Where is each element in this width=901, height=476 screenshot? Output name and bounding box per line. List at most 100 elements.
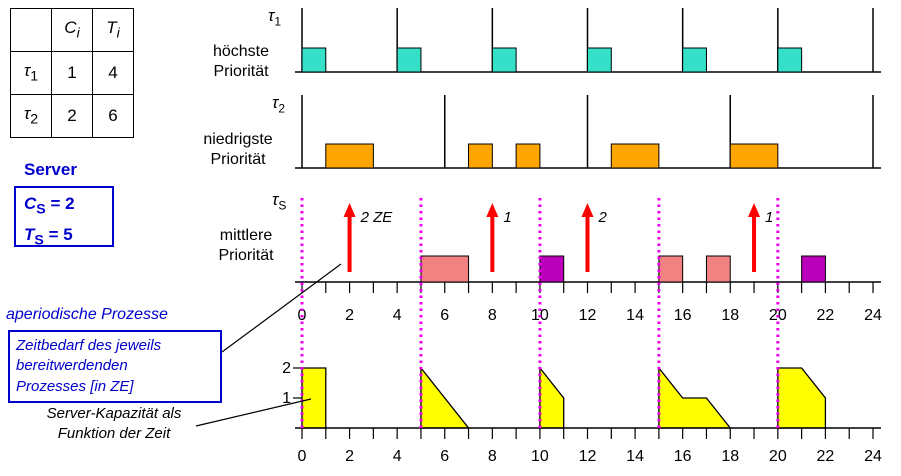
tauS-prio-line2: Priorität	[218, 247, 274, 264]
zeitbedarf-connector-line	[221, 263, 342, 353]
tau1-c-value: 1	[51, 51, 93, 95]
mid-axis-label: 4	[393, 307, 402, 324]
tau1-execution-block	[587, 47, 612, 73]
tau2-base: τ	[23, 104, 31, 124]
server-capacity-shape	[539, 366, 565, 429]
tauS-sym-sub: S	[278, 198, 287, 213]
ts-value: = 5	[43, 225, 73, 245]
ts-base: T	[24, 225, 35, 245]
tau2-execution-block	[610, 143, 660, 169]
ci-sub: i	[76, 25, 80, 42]
ti-base: T	[106, 18, 117, 38]
table-corner-cell	[10, 8, 52, 52]
tau2-c-value: 2	[51, 94, 93, 138]
server-capacity-shape	[420, 366, 470, 429]
tau2-sym-sub: 2	[278, 101, 286, 116]
server-execution-block	[658, 255, 684, 283]
bottom-axis-label: 4	[393, 448, 402, 465]
bottom-axis-label: 18	[721, 448, 739, 465]
table-header-ti: Ti	[92, 8, 134, 52]
mid-axis-label: 22	[817, 307, 835, 324]
tau2-prio-line1: niedrigste	[203, 131, 273, 148]
server-capacity-shape	[301, 367, 327, 429]
tau2-execution-block	[515, 143, 541, 169]
tau2-execution-block	[325, 143, 374, 169]
tau2-priority-label: niedrigste Priorität	[188, 130, 288, 170]
server-capacity-shape	[658, 366, 732, 429]
tau1-execution-block	[396, 47, 422, 73]
bottom-axis-label: 16	[674, 448, 692, 465]
tau2-t-value: 6	[92, 94, 134, 138]
bottom-axis-label: 8	[488, 448, 497, 465]
bottom-axis-label: 14	[626, 448, 644, 465]
server-row-symbol: τS	[272, 190, 286, 212]
ts-sub: S	[34, 232, 44, 249]
aperiodic-arrival-label: 2	[598, 209, 608, 226]
server-priority-label: mittlere Priorität	[200, 226, 292, 266]
server-execution-block	[801, 255, 826, 283]
tau1-row-symbol: τ1	[268, 6, 281, 28]
server-title: Server	[24, 160, 77, 179]
aperiodic-arrival-label: 2 ZE	[360, 209, 394, 226]
tau2-prio-line2: Priorität	[210, 151, 266, 168]
capacity-caption: Server-Kapazität als Funktion der Zeit	[28, 404, 200, 443]
capacity-level-label: 2	[282, 360, 291, 377]
aperiodic-arrival-label: 1	[765, 209, 773, 226]
server-capacity-line: CS = 2	[24, 191, 112, 222]
server-execution-block	[705, 255, 731, 283]
tau2-sym-base: τ	[272, 93, 279, 112]
aperiodic-arrival-arrowhead	[486, 203, 499, 217]
tau1-sym-sub: 1	[274, 14, 282, 29]
tauS-prio-line1: mittlere	[219, 227, 273, 244]
zeitbedarf-line1: Zeitbedarf des jeweils	[16, 337, 162, 354]
capacity-level-label: 1	[282, 390, 291, 407]
cs-base: C	[24, 194, 37, 213]
mid-axis-label: 18	[721, 307, 739, 324]
mid-axis-label: 16	[674, 307, 692, 324]
tau2-row-symbol: τ2	[272, 93, 285, 115]
server-params-box: CS = 2 TS = 5	[14, 186, 114, 249]
task-parameters-table: Ci Ti τ1 1 4 τ2 2 6	[10, 8, 134, 138]
server-capacity-shape	[777, 367, 827, 429]
table-row-tau2: τ2 2 6	[10, 94, 134, 138]
capacity-connector-line	[195, 398, 312, 427]
tau1-prio-line2: Priorität	[213, 63, 269, 80]
aperiodic-arrival-arrowhead	[748, 203, 761, 217]
cs-sub: S	[36, 201, 46, 218]
bottom-axis-label: 0	[298, 448, 307, 465]
server-execution-block	[539, 255, 565, 283]
tau2-execution-block	[729, 143, 779, 169]
bottom-axis-label: 24	[864, 448, 882, 465]
bottom-axis-label: 12	[579, 448, 597, 465]
tau1-execution-block	[491, 47, 517, 73]
bottom-axis-label: 20	[769, 448, 787, 465]
table-row-tau1: τ1 1 4	[10, 51, 134, 95]
tau1-sym-base: τ	[268, 6, 275, 25]
cs-value: = 2	[45, 194, 75, 213]
tau1-base: τ	[23, 61, 31, 81]
capacity-caption-line2: Funktion der Zeit	[57, 424, 171, 442]
tau1-sub: 1	[30, 68, 39, 85]
mid-axis-label: 2	[345, 307, 354, 324]
aperiodic-processes-label: aperiodische Prozesse	[6, 306, 168, 323]
tau1-priority-label: höchste Priorität	[194, 42, 288, 82]
tau1-execution-block	[682, 47, 707, 73]
bottom-axis-label: 10	[531, 448, 549, 465]
server-execution-block	[420, 255, 470, 283]
zeitbedarf-line3: Prozesses [in ZE]	[16, 377, 134, 395]
server-period-line: TS = 5	[24, 222, 112, 253]
capacity-caption-line1: Server-Kapazität als	[46, 405, 182, 422]
mid-axis-label: 14	[626, 307, 644, 324]
aperiodic-arrival-arrowhead	[343, 203, 356, 217]
ci-base: C	[64, 18, 77, 38]
tau1-execution-block	[301, 47, 327, 73]
tau2-sub: 2	[30, 111, 39, 128]
aperiodic-arrival-label: 1	[503, 209, 511, 226]
zeitbedarf-box: Zeitbedarf des jeweils bereitwerdenden P…	[8, 330, 222, 403]
tau1-prio-line1: höchste	[212, 43, 270, 60]
mid-axis-label: 6	[440, 307, 449, 324]
bottom-axis-label: 2	[345, 448, 354, 465]
mid-axis-label: 24	[864, 307, 882, 324]
mid-axis-label: 8	[488, 307, 497, 324]
